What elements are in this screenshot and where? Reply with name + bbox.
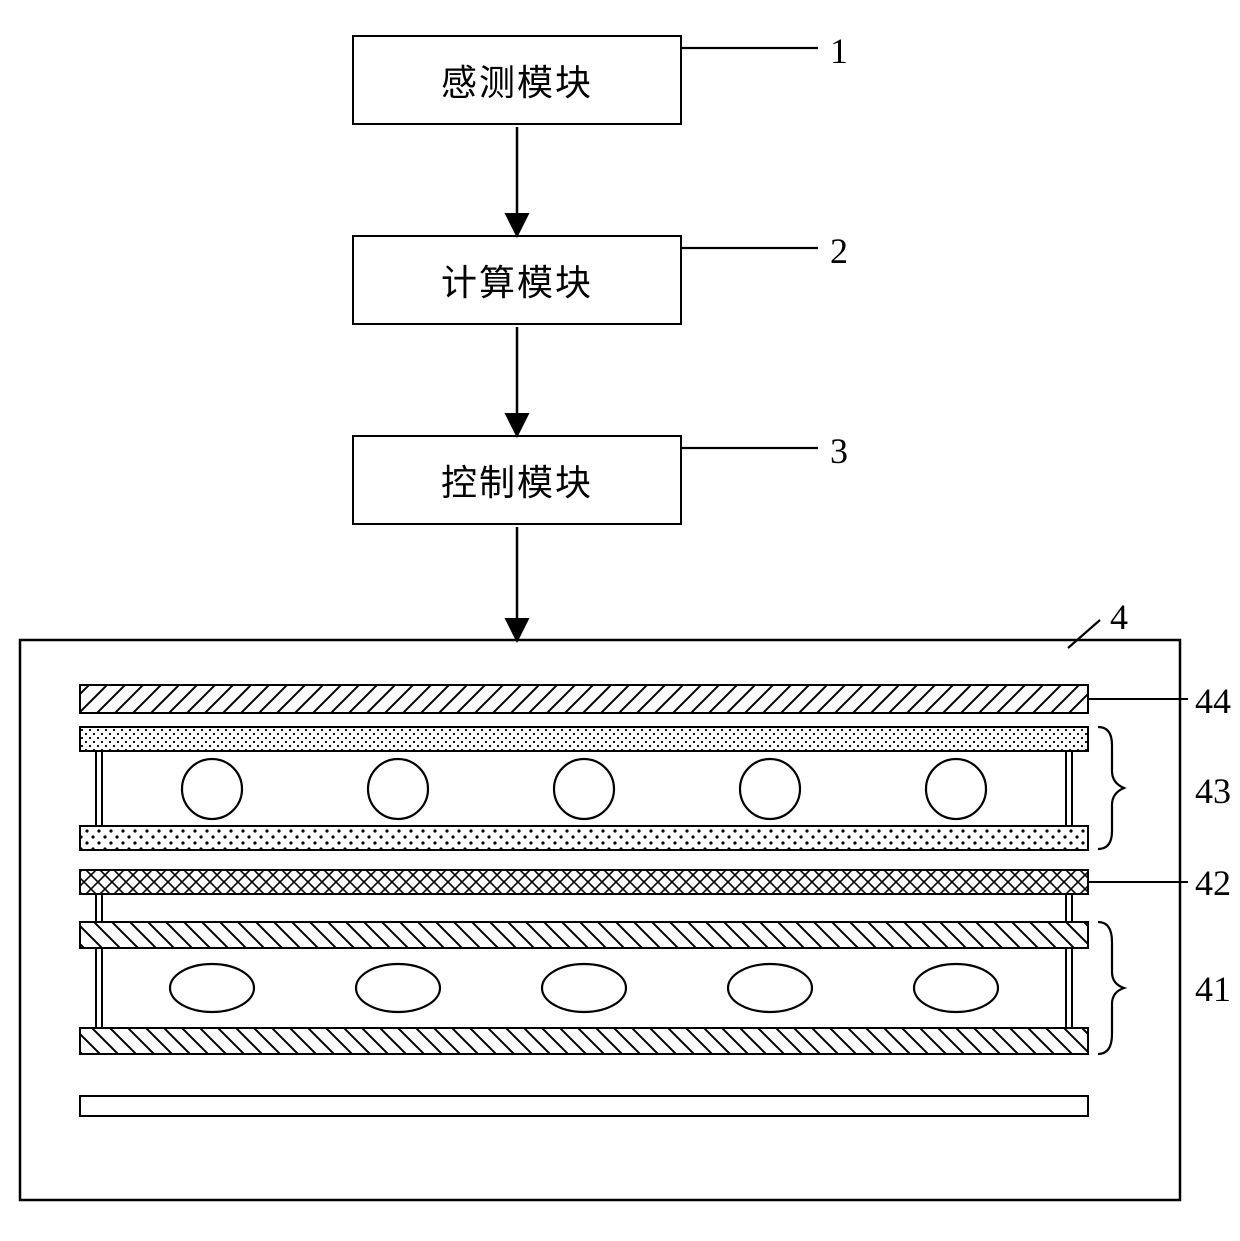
bottom-bar: [80, 1096, 1088, 1116]
layer-43-post-right: [1066, 751, 1072, 826]
diagram-canvas: 感测模块 计算模块 控制模块 1 2 3 4 44 43 42 41: [0, 0, 1240, 1241]
layer-42: [80, 870, 1088, 894]
layer-43-post-left: [96, 751, 102, 826]
layer-41-ellipses: [170, 964, 998, 1012]
diagram-svg: [0, 0, 1240, 1241]
layer-43-circles: [182, 759, 986, 819]
brace-41: [1098, 922, 1124, 1054]
layer-41-post-right: [1066, 948, 1072, 1028]
layer-41-post-left: [96, 948, 102, 1028]
brace-43: [1098, 727, 1124, 849]
layer-41-top: [80, 922, 1088, 948]
post-42-41-left: [96, 894, 102, 922]
layer-43-top: [80, 727, 1088, 751]
layer-44: [80, 685, 1088, 713]
layer-43-bot: [80, 826, 1088, 850]
post-42-41-right: [1066, 894, 1072, 922]
lead-line-4: [1068, 620, 1100, 648]
layer-41-bot: [80, 1028, 1088, 1054]
